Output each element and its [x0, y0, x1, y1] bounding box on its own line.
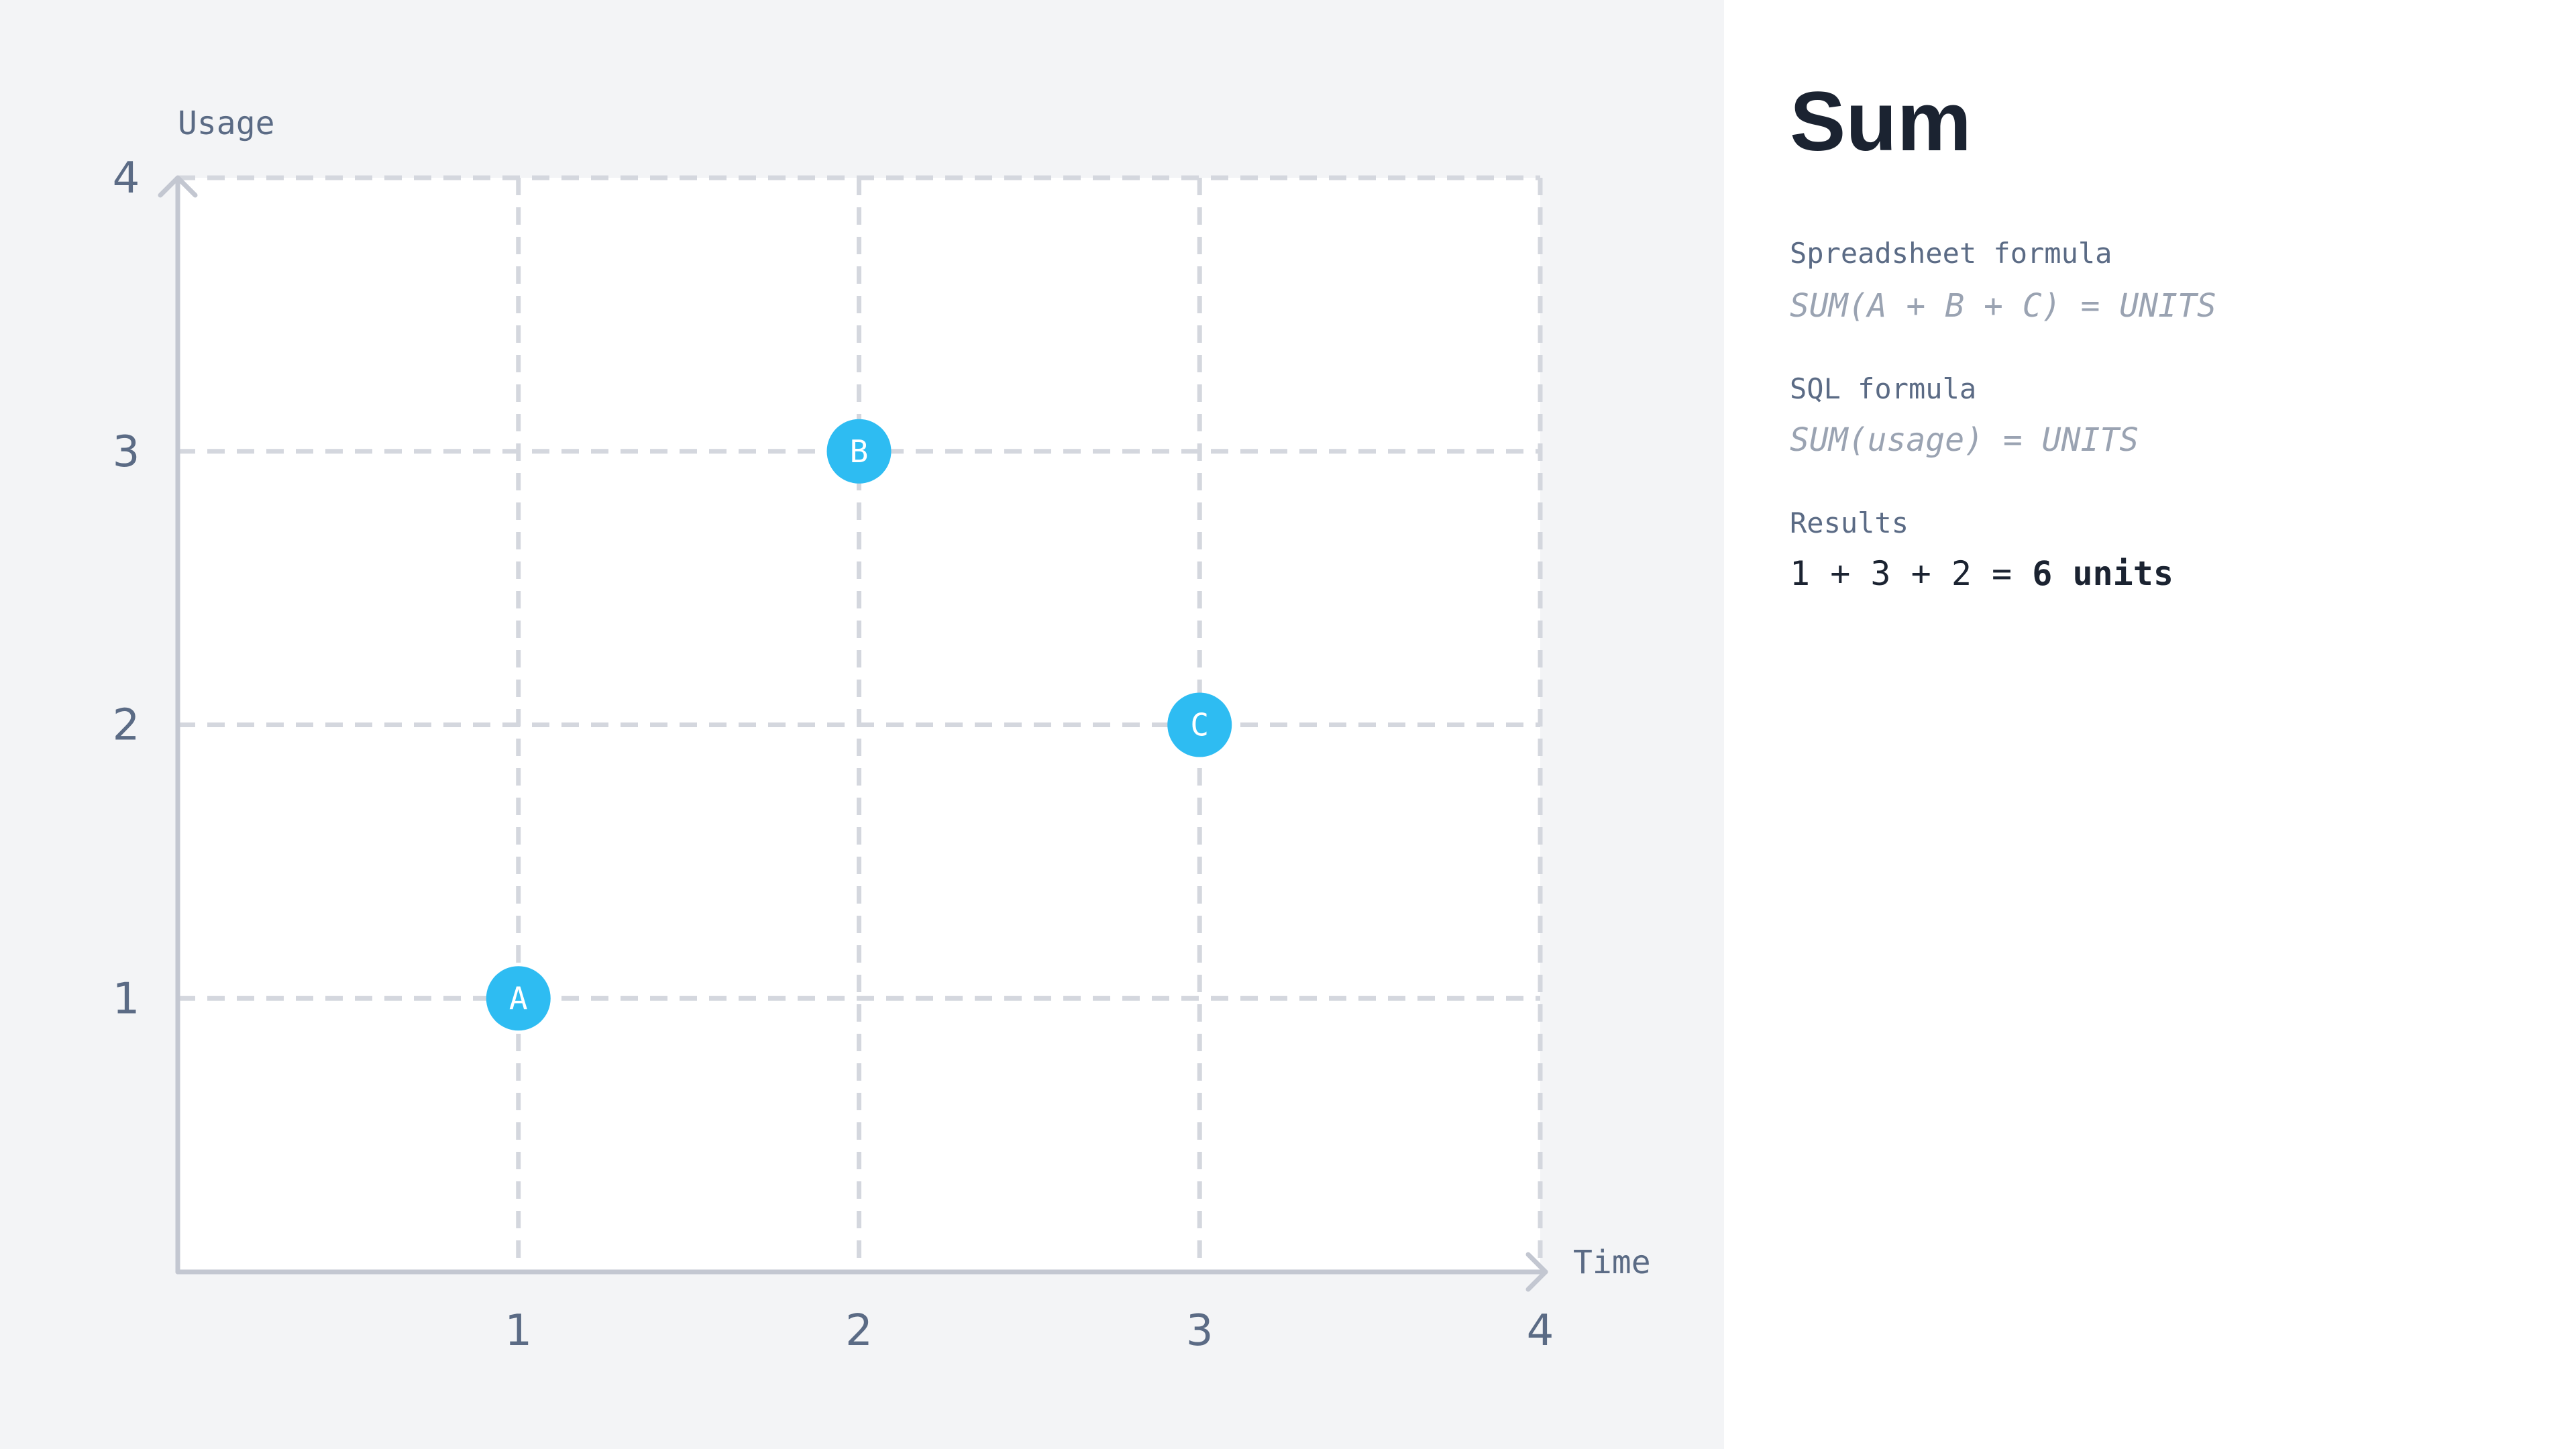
y-tick-label: 3: [113, 427, 140, 477]
data-point-c: [1167, 692, 1232, 757]
data-point-label: A: [509, 980, 528, 1016]
x-axis-label: Time: [1573, 1244, 1651, 1281]
data-point-label: B: [850, 433, 869, 470]
results-label: Results: [1790, 506, 1909, 539]
y-tick-label: 1: [113, 974, 140, 1024]
data-point-b: [826, 419, 892, 484]
x-tick-label: 1: [504, 1306, 532, 1356]
x-axis-arrow: [1525, 1252, 1548, 1292]
y-tick-label: 2: [113, 701, 140, 751]
sql-formula-label: SQL formula: [1790, 372, 1977, 405]
scatter-chart: Usage Time 1 2 3 4 1 2 3 4 A B C: [113, 105, 1651, 1356]
spreadsheet-formula: SUM(A + B + C) = UNITS: [1790, 287, 2216, 325]
results-total: 6 units: [2032, 554, 2174, 593]
data-point-label: C: [1190, 707, 1209, 743]
chart-panel: Usage Time 1 2 3 4 1 2 3 4 A B C: [0, 0, 1724, 1449]
info-title: Sum: [1790, 75, 1972, 168]
y-tick-label: 4: [113, 154, 140, 203]
y-axis-arrow: [158, 175, 198, 198]
spreadsheet-formula-label: Spreadsheet formula: [1790, 237, 2112, 270]
data-point-a: [486, 966, 551, 1031]
x-tick-label: 2: [845, 1306, 873, 1356]
sql-formula: SUM(usage) = UNITS: [1790, 421, 2139, 459]
results-expression: 1 + 3 + 2 =: [1790, 554, 2033, 593]
info-panel: Sum Spreadsheet formula SUM(A + B + C) =…: [1724, 0, 2576, 1449]
x-tick-label: 3: [1186, 1306, 1214, 1356]
results-line: 1 + 3 + 2 = 6 units: [1790, 552, 2174, 595]
x-tick-label: 4: [1527, 1306, 1554, 1356]
y-axis-label: Usage: [178, 105, 275, 142]
